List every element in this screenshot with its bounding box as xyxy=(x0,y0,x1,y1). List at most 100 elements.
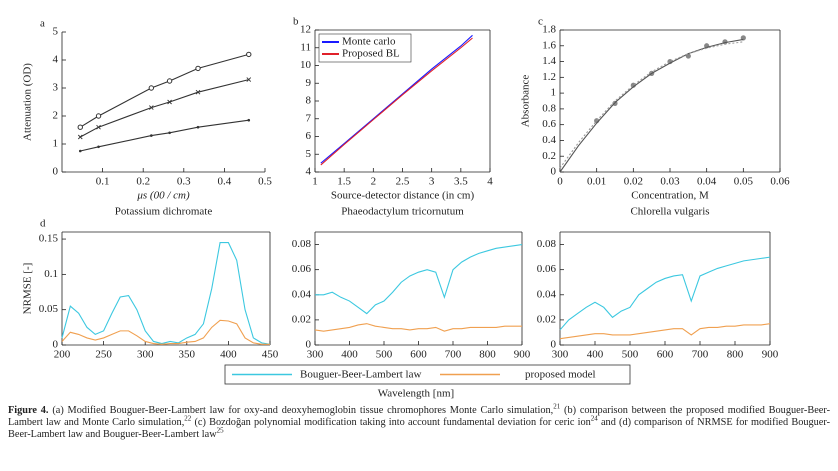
y-tick-label: 7 xyxy=(306,112,312,124)
x-tick-label: 400 xyxy=(220,349,237,361)
x-tick-label: 200 xyxy=(54,349,71,361)
x-tick-label: 0.02 xyxy=(624,176,643,188)
panel-label: a xyxy=(40,18,45,30)
panel-label: c xyxy=(538,16,543,28)
y-tick-label: 1.2 xyxy=(542,71,556,83)
legend-label: Proposed BL xyxy=(342,48,400,60)
y-tick-label: 0 xyxy=(53,166,59,178)
x-tick-label: 300 xyxy=(137,349,154,361)
series-line xyxy=(314,323,522,332)
y-tick-label: 9 xyxy=(306,77,312,89)
y-tick-label: 0.06 xyxy=(292,263,312,275)
y-tick-label: 0 xyxy=(551,166,557,178)
subtitle: Potassium dichromate xyxy=(115,206,213,218)
caption-text: (b) comparison between the proposed modi… xyxy=(8,405,831,428)
x-tick-label: 0.04 xyxy=(697,176,717,188)
series-line xyxy=(559,41,744,169)
subtitle: Chlorella vulgaris xyxy=(630,206,709,218)
x-tick-label: 0.1 xyxy=(96,176,110,188)
x-tick-label: 0.2 xyxy=(136,176,150,188)
x-tick-label: 300 xyxy=(307,349,324,361)
y-tick-label: 0.8 xyxy=(542,102,556,114)
x-tick-label: 500 xyxy=(622,349,639,361)
x-tick-label: 0.4 xyxy=(218,176,232,188)
x-tick-label: 4 xyxy=(487,176,493,188)
x-tick-label: 1.5 xyxy=(337,176,351,188)
series-line xyxy=(559,256,771,331)
x-tick-label: 0.03 xyxy=(660,176,680,188)
caption-ref: 21 xyxy=(553,402,561,411)
x-tick-label: 350 xyxy=(179,349,196,361)
y-tick-label: 1.4 xyxy=(542,55,556,67)
marker xyxy=(166,78,173,84)
y-tick-label: 1 xyxy=(53,138,59,150)
x-tick-label: 400 xyxy=(587,349,604,361)
marker xyxy=(246,51,252,58)
y-tick-label: 6 xyxy=(306,130,312,142)
x-tick-label: 3.5 xyxy=(454,176,468,188)
marker xyxy=(167,99,172,105)
series-line xyxy=(320,34,473,164)
x-tick-label: 250 xyxy=(95,349,112,361)
series-line xyxy=(61,242,271,345)
x-tick-label: 2.5 xyxy=(396,176,410,188)
figure: Bouguer-Beer-Lambert law proposed model … xyxy=(22,16,791,400)
marker xyxy=(247,118,251,122)
caption-text: and (d) comparison of NRMSE for modified… xyxy=(8,417,831,440)
x-tick-label: 0.5 xyxy=(258,176,272,188)
y-tick-label: 5 xyxy=(53,26,59,38)
series-line xyxy=(559,323,771,340)
y-tick-label: 0.08 xyxy=(537,238,557,250)
x-tick-label: 500 xyxy=(376,349,393,361)
y-tick-label: 0.2 xyxy=(542,150,556,162)
series-line xyxy=(80,79,249,138)
y-tick-label: 3 xyxy=(53,82,59,94)
x-tick-label: 3 xyxy=(429,176,435,188)
y-tick-label: 12 xyxy=(300,24,311,36)
subtitle: Phaeodactylum tricornutum xyxy=(341,206,464,218)
panel-label: d xyxy=(40,218,46,230)
y-tick-label: 0 xyxy=(306,339,312,351)
series-line xyxy=(559,38,744,173)
y-tick-label: 10 xyxy=(300,59,312,71)
y-tick-label: 0.04 xyxy=(537,288,557,300)
x-tick-label: 300 xyxy=(552,349,569,361)
marker xyxy=(195,65,201,72)
y-tick-label: 2 xyxy=(53,110,59,122)
marker xyxy=(77,124,83,130)
x-tick-label: 600 xyxy=(657,349,674,361)
legend-label: Bouguer-Beer-Lambert law xyxy=(300,369,421,381)
y-tick-label: 4 xyxy=(306,166,312,178)
caption-ref: 24 xyxy=(590,414,598,423)
legend-label: Monte carlo xyxy=(342,36,396,48)
x-axis-label: μs (00 / cm) xyxy=(136,190,190,202)
y-axis-label: Absorbance xyxy=(520,75,532,128)
x-axis-label: Source-detector distance (in cm) xyxy=(331,190,475,202)
y-tick-label: 8 xyxy=(306,95,312,107)
legend-box xyxy=(224,364,631,385)
marker xyxy=(196,125,200,129)
y-tick-label: 0.4 xyxy=(542,134,556,146)
series-line xyxy=(61,319,270,345)
y-tick-label: 0.02 xyxy=(292,313,311,325)
marker xyxy=(78,149,82,153)
y-tick-label: 0.05 xyxy=(39,303,59,315)
x-tick-label: 900 xyxy=(762,349,779,361)
y-tick-label: 0 xyxy=(53,339,59,351)
series-line xyxy=(80,119,249,152)
series-line xyxy=(79,53,249,128)
x-tick-label: 400 xyxy=(341,349,358,361)
marker xyxy=(95,113,102,119)
marker xyxy=(96,124,101,130)
series-line xyxy=(320,37,473,166)
x-tick-label: 0.05 xyxy=(734,176,754,188)
x-tick-label: 700 xyxy=(445,349,462,361)
x-tick-label: 0.06 xyxy=(770,176,790,188)
marker xyxy=(150,134,153,137)
marker xyxy=(195,89,201,95)
y-tick-label: 4 xyxy=(53,54,59,66)
x-tick-label: 1 xyxy=(312,176,318,188)
y-tick-label: 0.6 xyxy=(542,118,556,130)
caption-label: Figure 4. xyxy=(8,405,49,416)
